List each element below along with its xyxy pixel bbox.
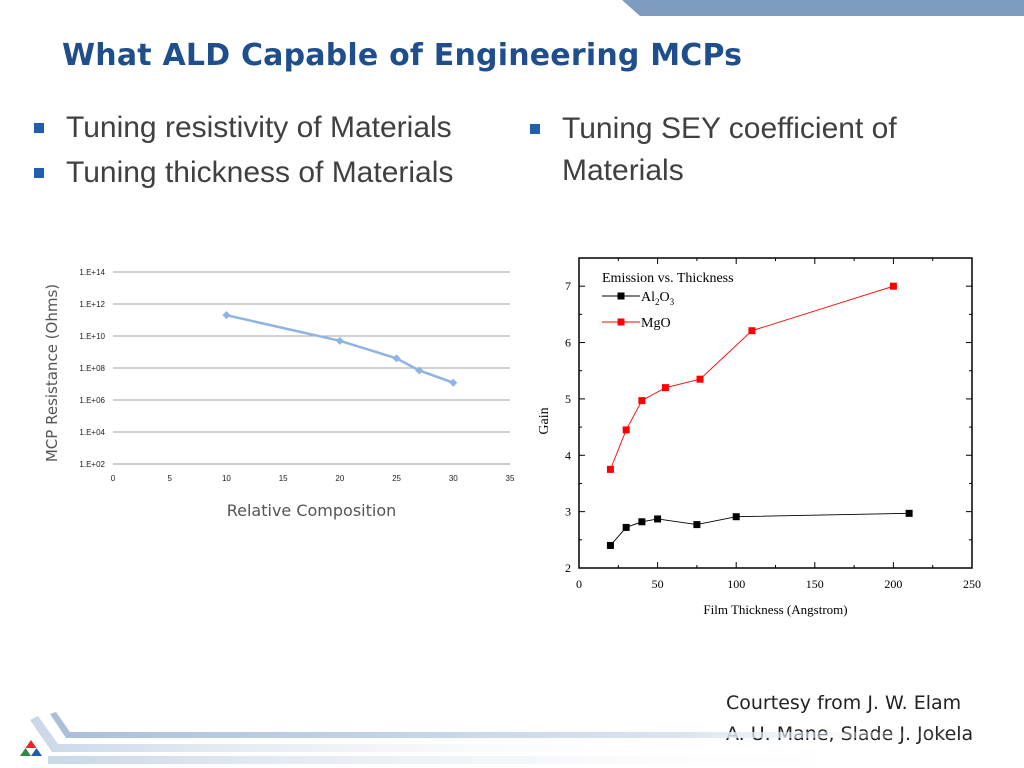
y-tick-label: 1.E+08 — [79, 364, 105, 373]
y-tick-label: 4 — [565, 448, 571, 462]
data-point — [415, 366, 424, 375]
bullet-text: Tuning thickness of Materials — [66, 156, 454, 189]
legend-marker — [617, 292, 625, 300]
y-tick-label: 1.E+06 — [79, 396, 105, 405]
data-point — [392, 354, 401, 363]
bullet-item: Tuning resistivity of Materials — [30, 108, 453, 148]
legend-marker — [617, 318, 625, 326]
x-tick-label: 10 — [222, 474, 231, 483]
data-point — [661, 384, 669, 392]
resistance-chart: 1.E+02 1.E+04 1.E+06 1.E+08 1.E+10 1.E+12 1.E+… — [43, 268, 515, 520]
data-point — [606, 541, 614, 549]
bullet-text: Tuning SEY coefficient of Materials — [562, 112, 897, 187]
data-point — [622, 426, 630, 434]
x-tick-label: 20 — [335, 474, 344, 483]
y-axis-label: Gain — [537, 407, 552, 434]
data-point — [905, 509, 913, 517]
x-tick-label: 150 — [806, 577, 824, 591]
x-tick-label: 5 — [167, 474, 172, 483]
data-point — [889, 282, 897, 290]
data-point — [638, 397, 646, 405]
x-tick-label: 50 — [652, 577, 664, 591]
bullet-item: Tuning SEY coefficient of Materials — [526, 108, 966, 192]
bullet-text: Tuning resistivity of Materials — [66, 111, 452, 144]
x-axis-label: Film Thickness (Angstrom) — [703, 602, 847, 617]
x-tick-label: 250 — [963, 577, 981, 591]
top-decoration-band — [622, 0, 1024, 16]
legend-label: Al2O3 — [641, 290, 675, 307]
bullet-square-icon — [530, 124, 540, 134]
x-tick-label: 25 — [392, 474, 401, 483]
x-tick-label: 200 — [884, 577, 902, 591]
data-point — [748, 327, 756, 335]
credit-line-1: Courtesy from J. W. Elam — [726, 692, 962, 714]
logo-icon — [20, 740, 42, 756]
y-tick-label: 2 — [565, 561, 571, 575]
legend-label-part: O — [660, 290, 670, 305]
x-tick-label: 15 — [279, 474, 288, 483]
x-tick-label: 30 — [449, 474, 458, 483]
data-point — [622, 523, 630, 531]
chart-title: Emission vs. Thickness — [602, 271, 734, 286]
y-axis-label: MCP Resistance (Ohms) — [43, 284, 61, 462]
x-axis-label: Relative Composition — [227, 501, 397, 520]
y-tick-label: 3 — [565, 505, 571, 519]
legend-label-part: Al — [641, 290, 655, 305]
plot-frame — [578, 257, 973, 569]
bullet-item: Tuning thickness of Materials — [30, 153, 453, 193]
y-tick-label: 5 — [565, 392, 571, 406]
x-tick-label: 0 — [111, 474, 116, 483]
legend-label: MgO — [641, 316, 671, 331]
bullet-list-right: Tuning SEY coefficient of Materials — [526, 108, 966, 192]
x-tick-label: 0 — [576, 577, 582, 591]
data-point — [693, 521, 701, 529]
y-tick-label: 1.E+02 — [79, 460, 105, 469]
y-tick-label: 1.E+10 — [79, 332, 105, 341]
series-line — [610, 285, 894, 470]
bullet-square-icon — [34, 123, 44, 133]
data-point — [335, 336, 344, 345]
y-tick-label: 1.E+12 — [79, 300, 105, 309]
data-point — [732, 513, 740, 521]
legend-label-subscript: 3 — [670, 297, 675, 307]
footer-decoration — [20, 712, 960, 764]
y-tick-label: 1.E+04 — [79, 428, 105, 437]
data-point — [638, 518, 646, 526]
legend-label-subscript: 2 — [655, 297, 660, 307]
slide-title: What ALD Capable of Engineering MCPs — [62, 38, 743, 73]
bullet-square-icon — [34, 168, 44, 178]
bullet-list-left: Tuning resistivity of Materials Tuning t… — [30, 108, 453, 198]
data-point — [696, 375, 704, 383]
data-point — [222, 311, 231, 320]
y-tick-label: 1.E+14 — [79, 268, 105, 277]
data-point — [654, 515, 662, 523]
data-point — [449, 378, 458, 387]
y-tick-label: 7 — [565, 279, 571, 293]
y-tick-label: 6 — [565, 336, 571, 350]
x-tick-label: 100 — [727, 577, 745, 591]
data-point — [606, 465, 614, 473]
x-tick-label: 35 — [506, 474, 515, 483]
